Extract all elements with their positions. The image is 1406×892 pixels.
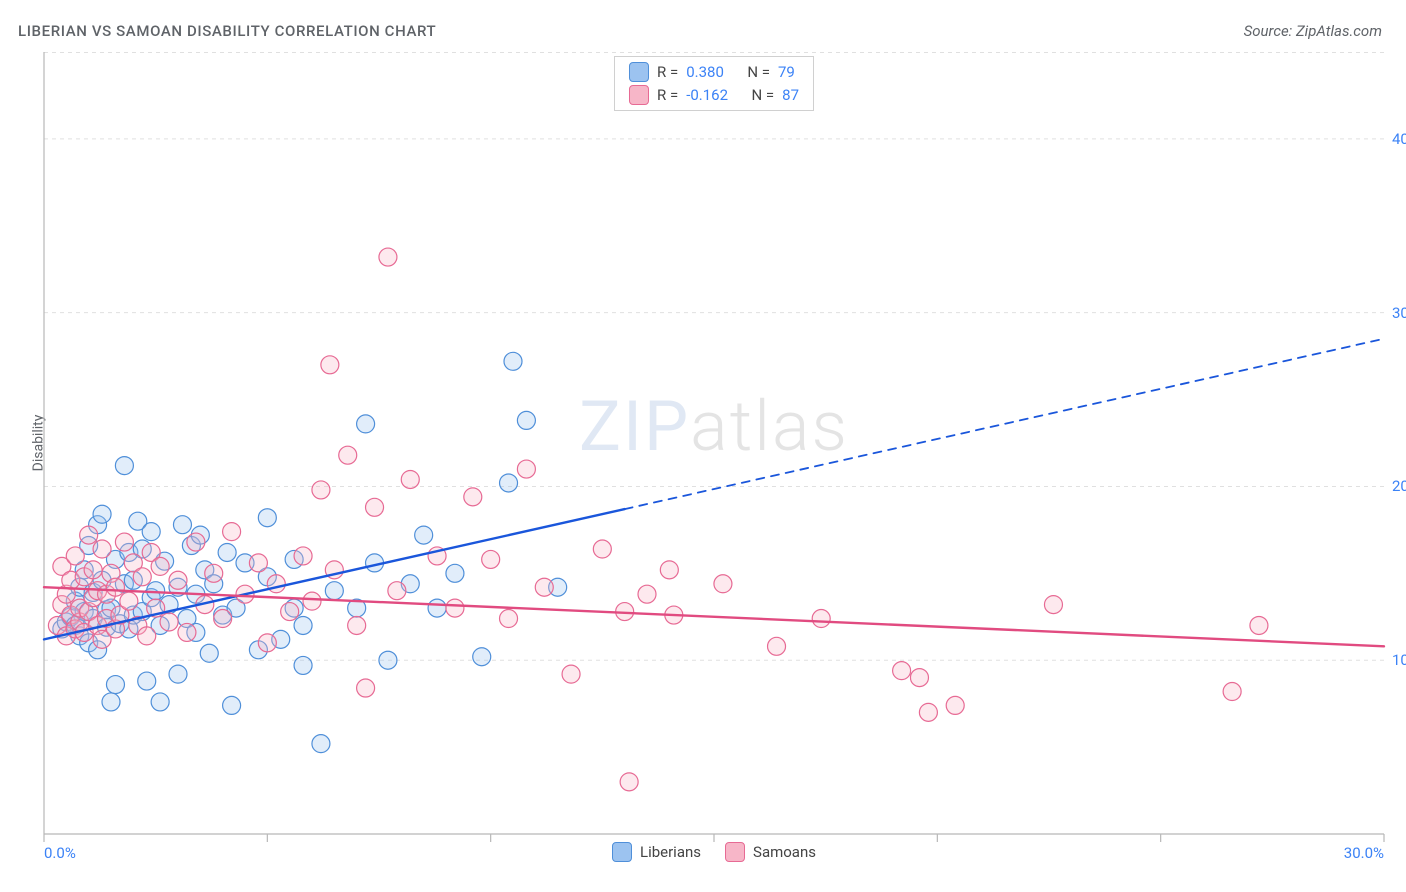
y-tick-label: 40.0% xyxy=(1392,130,1406,148)
swatch-icon xyxy=(629,85,649,105)
n-value: 79 xyxy=(778,61,795,84)
y-tick-label: 10.0% xyxy=(1392,651,1406,669)
swatch-icon xyxy=(725,842,745,862)
correlation-legend-box: R = 0.380 N = 79 R = -0.162 N = 87 xyxy=(614,56,814,111)
plot-svg xyxy=(44,52,1384,834)
legend-label: Liberians xyxy=(640,843,701,861)
legend-label: Samoans xyxy=(753,843,816,861)
correlation-row: R = -0.162 N = 87 xyxy=(615,84,813,107)
plot-area: Disability ZIPatlas R = 0.380 N = 79 R =… xyxy=(44,52,1384,834)
legend-item: Samoans xyxy=(725,842,816,862)
n-label: N = xyxy=(747,61,770,84)
n-label: N = xyxy=(751,84,774,107)
r-value: 0.380 xyxy=(686,61,724,84)
r-label: R = xyxy=(657,61,678,84)
source-attribution: Source: ZipAtlas.com xyxy=(1244,22,1382,40)
swatch-icon xyxy=(629,62,649,82)
legend-item: Liberians xyxy=(612,842,701,862)
y-tick-label: 20.0% xyxy=(1392,477,1406,495)
x-axis-max-label: 30.0% xyxy=(1344,844,1384,862)
r-value: -0.162 xyxy=(686,84,728,107)
y-tick-label: 30.0% xyxy=(1392,304,1406,322)
swatch-icon xyxy=(612,842,632,862)
series-legend: Liberians Samoans xyxy=(612,842,816,862)
chart-title: LIBERIAN VS SAMOAN DISABILITY CORRELATIO… xyxy=(18,22,436,40)
r-label: R = xyxy=(657,84,678,107)
x-axis-min-label: 0.0% xyxy=(44,844,76,862)
n-value: 87 xyxy=(782,84,799,107)
correlation-row: R = 0.380 N = 79 xyxy=(615,61,813,84)
